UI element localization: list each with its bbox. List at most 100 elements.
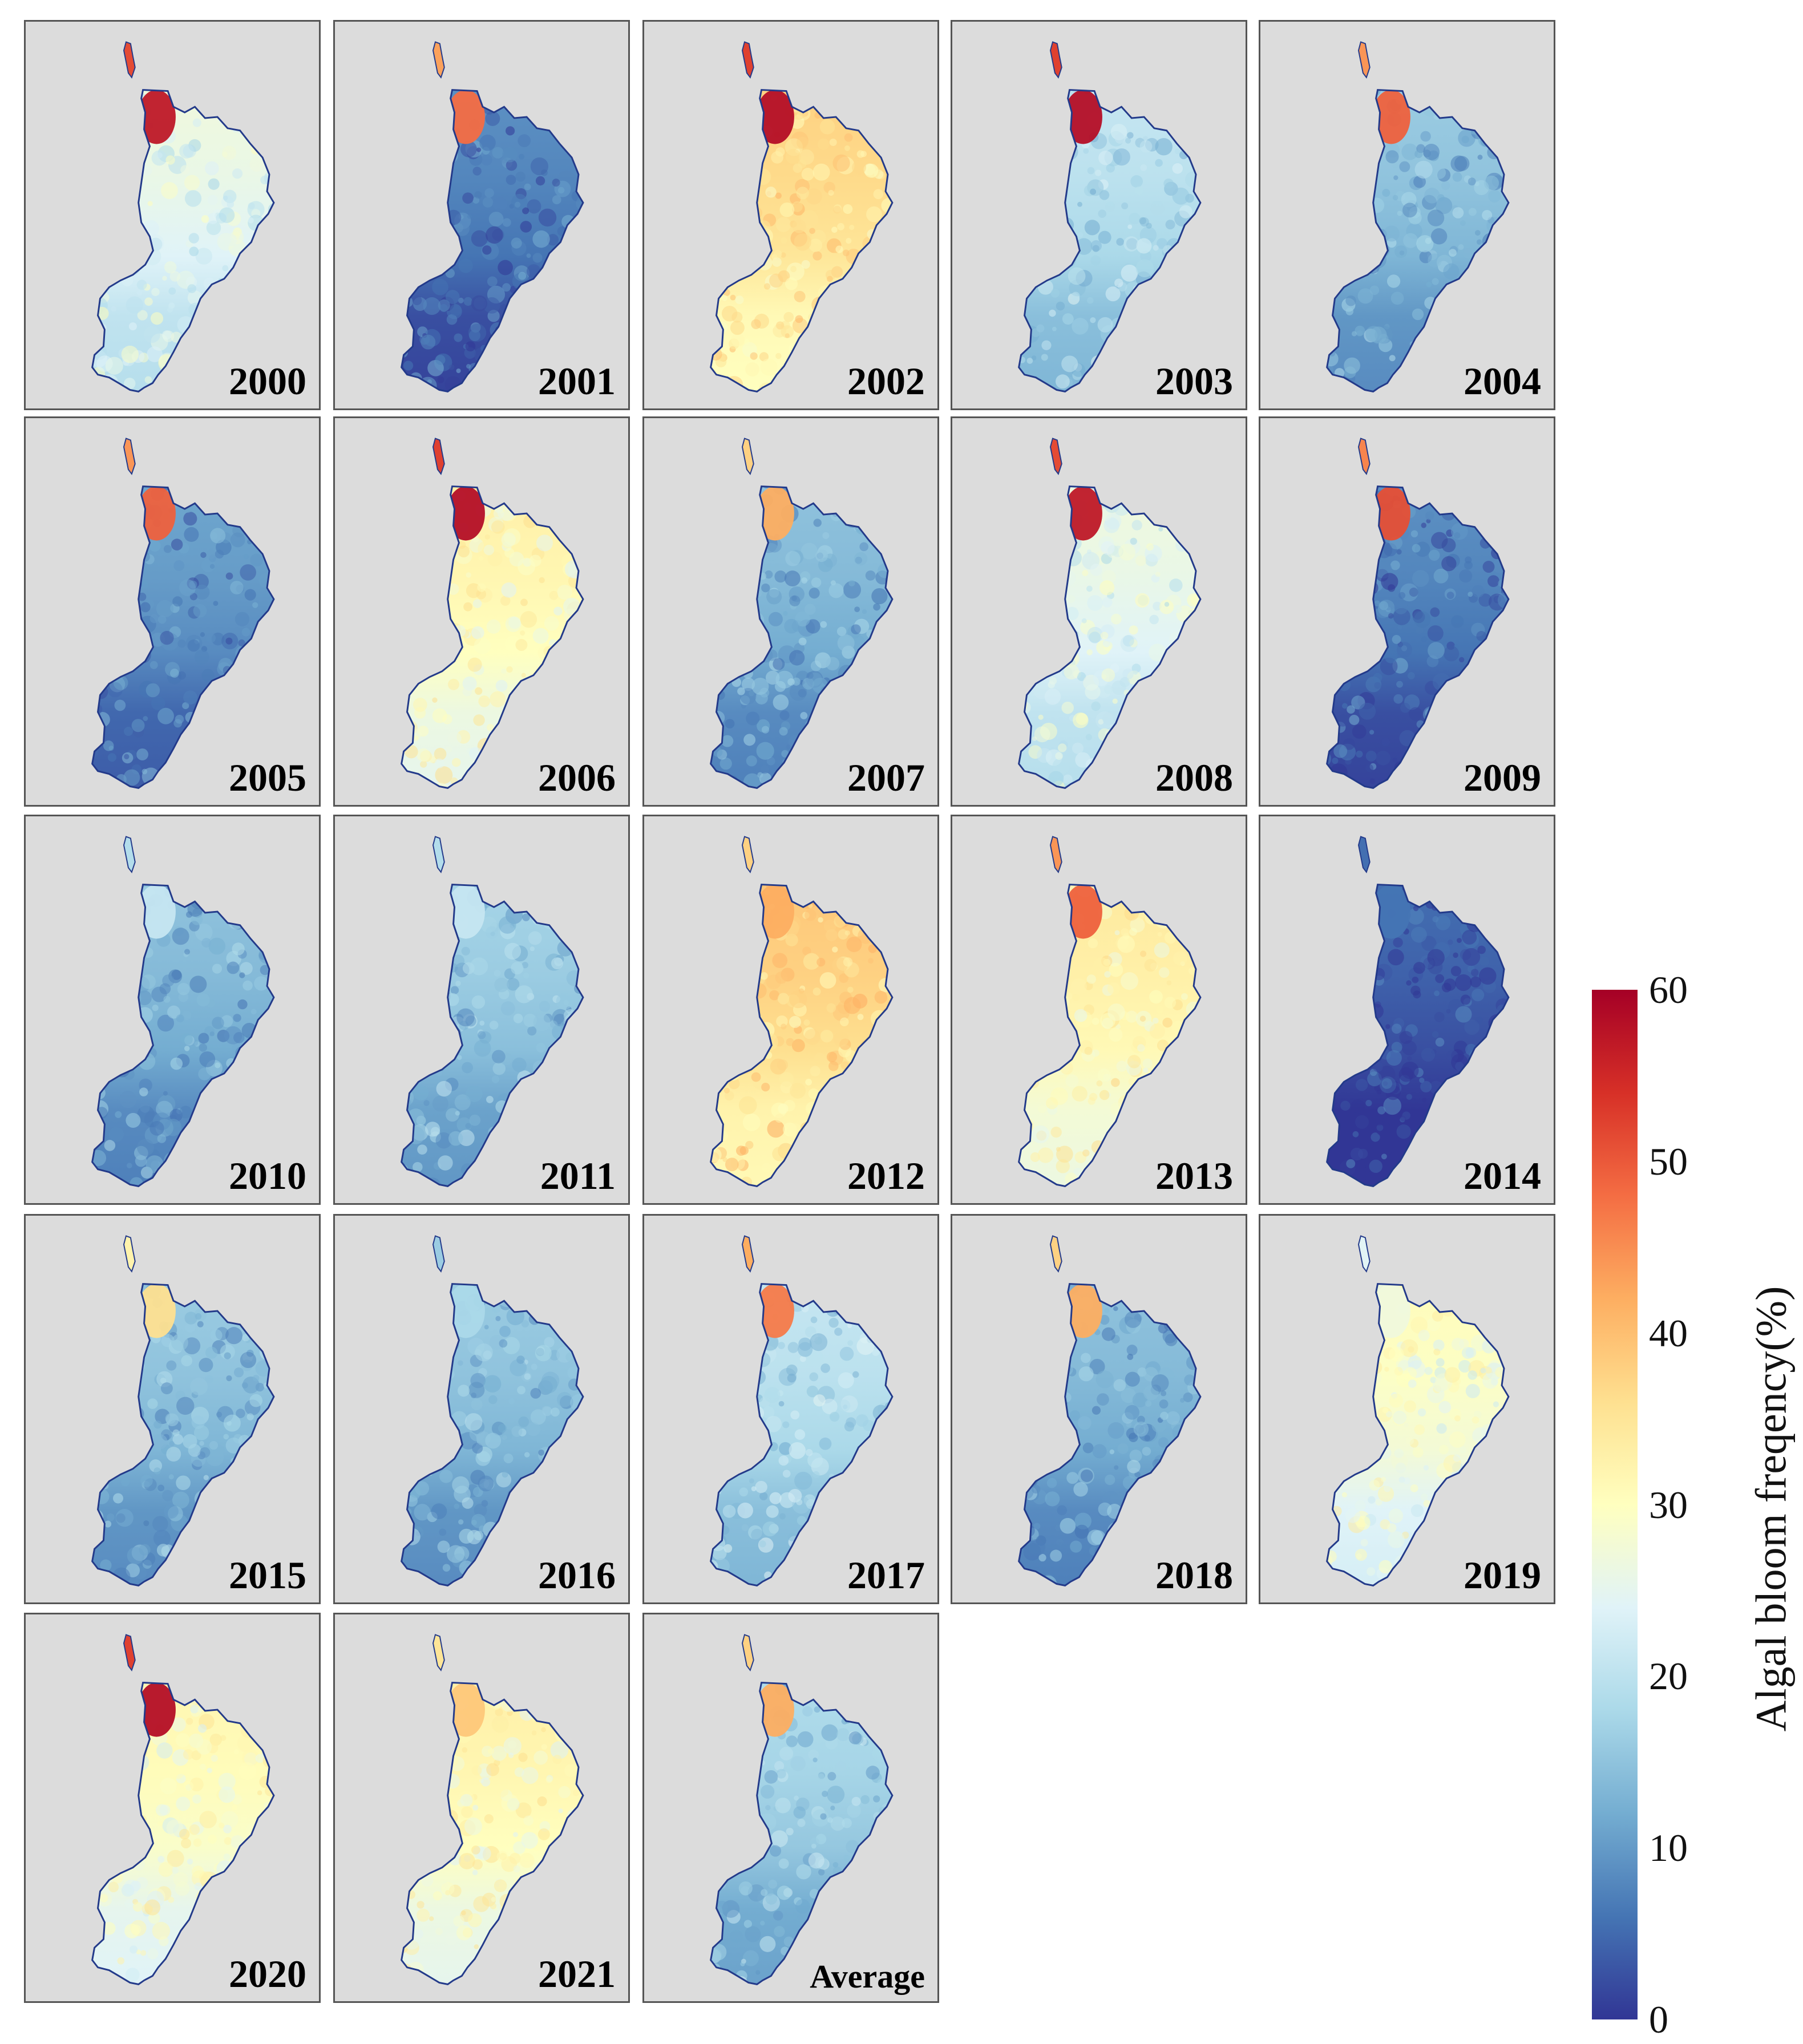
map-panel: 2002 (642, 20, 939, 410)
lake-shoreline (91, 1682, 275, 1985)
lake-shoreline (1018, 1283, 1202, 1586)
panel-year-label: 2004 (1464, 359, 1541, 403)
panel-year-label: 2005 (229, 756, 306, 799)
colorbar-tick-label: 0 (1649, 1998, 1668, 2041)
lake-map (710, 1235, 894, 1586)
map-panel: 2004 (1259, 20, 1555, 410)
lake-body (401, 486, 583, 788)
lake-shoreline (710, 1682, 894, 1985)
lake-body (92, 90, 274, 392)
lake-map (1326, 1235, 1510, 1586)
panel-year-label: 2021 (538, 1952, 616, 1996)
north-island (1049, 438, 1062, 475)
colorbar-tick-label: 60 (1649, 968, 1688, 1011)
north-island (1049, 41, 1062, 79)
lake-shoreline (91, 89, 275, 392)
north-island (432, 438, 445, 475)
panel-year-label: 2010 (229, 1154, 306, 1197)
map-panel: 2008 (951, 416, 1247, 807)
colorbar-tick-label: 30 (1649, 1483, 1688, 1527)
lake-map (401, 438, 584, 789)
map-panel: 2012 (642, 815, 939, 1205)
panel-year-label: 2012 (847, 1154, 925, 1197)
north-island (123, 836, 136, 873)
map-panel: Average (642, 1613, 939, 2003)
panel-year-label: 2016 (538, 1553, 616, 1597)
lake-map (1018, 438, 1202, 789)
lake-shoreline (401, 89, 584, 392)
panel-year-label: 2002 (847, 359, 925, 403)
lake-shoreline (401, 485, 584, 789)
map-panel: 2010 (24, 815, 321, 1205)
panel-year-label: 2008 (1155, 756, 1233, 799)
map-panel: 2006 (333, 416, 630, 807)
lake-shoreline (401, 1682, 584, 1985)
north-island (741, 438, 754, 475)
map-panel: 2009 (1259, 416, 1555, 807)
north-island (123, 1634, 136, 1671)
lake-body (710, 486, 892, 788)
lake-shoreline (401, 1283, 584, 1586)
lake-body (401, 1682, 583, 1985)
north-island (741, 836, 754, 873)
lake-shoreline (710, 1283, 894, 1586)
north-island (432, 836, 445, 873)
panel-year-label: Average (810, 1958, 925, 1995)
north-island (123, 438, 136, 475)
lake-shoreline (1018, 485, 1202, 789)
map-panel: 2013 (951, 815, 1247, 1205)
lake-body (710, 1682, 892, 1985)
map-panel: 2003 (951, 20, 1247, 410)
north-island (741, 1634, 754, 1671)
colorbar-tick-label: 50 (1649, 1139, 1688, 1183)
lake-map (710, 438, 894, 789)
map-panel: 2000 (24, 20, 321, 410)
colorbar-legend: 0 10 20 30 40 50 60 Algal bloom freqency(%) (1592, 970, 1797, 2039)
lake-shoreline (91, 485, 275, 789)
map-panel: 2021 (333, 1613, 630, 2003)
map-panel: 2018 (951, 1214, 1247, 1604)
colorbar-tick-label: 20 (1649, 1654, 1688, 1698)
lake-shoreline (1326, 89, 1510, 392)
lake-map (710, 41, 894, 392)
panel-year-label: 2001 (538, 359, 616, 403)
north-island (1357, 438, 1371, 475)
north-island (741, 41, 754, 79)
lake-map (91, 438, 275, 789)
panel-year-label: 2018 (1155, 1553, 1233, 1597)
lake-map (91, 1235, 275, 1586)
map-panel: 2015 (24, 1214, 321, 1604)
panel-year-label: 2009 (1464, 756, 1541, 799)
north-island (1357, 836, 1371, 873)
panel-year-label: 2006 (538, 756, 616, 799)
map-panel: 2001 (333, 20, 630, 410)
lake-map (401, 41, 584, 392)
lake-map (710, 1634, 894, 1985)
lake-map (1326, 41, 1510, 392)
lake-map (401, 836, 584, 1187)
map-panel: 2020 (24, 1613, 321, 2003)
panel-year-label: 2013 (1155, 1154, 1233, 1197)
lake-shoreline (710, 485, 894, 789)
lake-body (92, 486, 274, 788)
colorbar-tick-label: 10 (1649, 1826, 1688, 1870)
panel-year-label: 2015 (229, 1553, 306, 1597)
north-island (432, 1235, 445, 1273)
lake-map (710, 836, 894, 1187)
lake-shoreline (401, 884, 584, 1187)
lake-body (710, 884, 892, 1187)
lake-shoreline (1326, 1283, 1510, 1586)
lake-shoreline (1018, 89, 1202, 392)
map-panel: 2019 (1259, 1214, 1555, 1604)
lake-body (1327, 1284, 1509, 1586)
map-panel: 2014 (1259, 815, 1555, 1205)
map-panel: 2017 (642, 1214, 939, 1604)
colorbar (1592, 990, 1638, 2019)
lake-map (1018, 836, 1202, 1187)
lake-map (91, 1634, 275, 1985)
colorbar-tick-label: 40 (1649, 1311, 1688, 1355)
lake-map (401, 1235, 584, 1586)
panel-year-label: 2000 (229, 359, 306, 403)
map-panel: 2005 (24, 416, 321, 807)
north-island (1357, 41, 1371, 79)
